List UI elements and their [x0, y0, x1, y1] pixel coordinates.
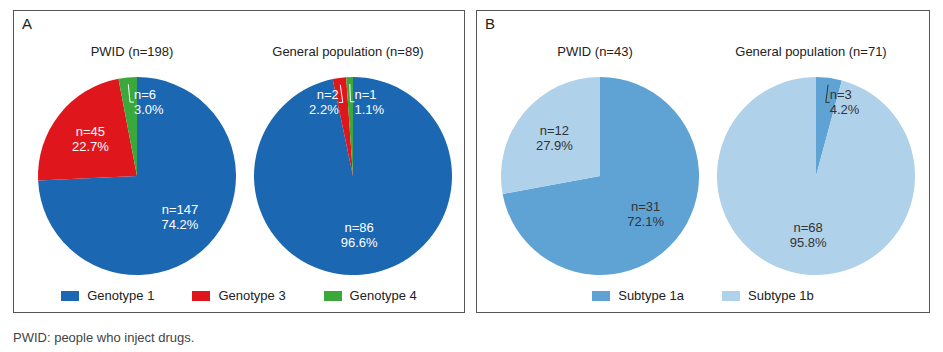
html-text:Genotype 4: Genotype 4	[349, 288, 417, 303]
html-text:A: A	[22, 15, 32, 32]
html-text:Subtype 1a: Subtype 1a	[618, 288, 684, 303]
svg-text:n=1227.9%: n=1227.9%	[536, 123, 573, 153]
svg-text:n=11.1%: n=11.1%	[354, 87, 384, 117]
svg-text:n=3172.1%: n=3172.1%	[627, 199, 664, 229]
html-text:PWID (n=43): PWID (n=43)	[557, 44, 633, 59]
html-text:PWID (n=198): PWID (n=198)	[90, 44, 174, 59]
svg-text:n=22.2%: n=22.2%	[309, 87, 339, 117]
svg-text:n=8696.6%: n=8696.6%	[341, 220, 378, 250]
html-text:Genotype 1: Genotype 1	[87, 288, 155, 303]
html-text:Subtype 1b: Subtype 1b	[748, 288, 814, 303]
html-text:B: B	[485, 15, 495, 32]
html-text:PWID: people who inject drugs.: PWID: people who inject drugs.	[13, 330, 195, 345]
svg-text:n=63.0%: n=63.0%	[134, 87, 164, 117]
html-text:General population (n=71): General population (n=71)	[735, 44, 887, 59]
html-text:General population (n=89): General population (n=89)	[272, 44, 424, 59]
svg-text:n=14774.2%: n=14774.2%	[162, 202, 199, 232]
svg-text:n=6895.8%: n=6895.8%	[790, 220, 827, 250]
html-text:Genotype 3: Genotype 3	[218, 288, 286, 303]
svg-text:n=4522.7%: n=4522.7%	[72, 124, 109, 154]
svg-text:n=34.2%: n=34.2%	[830, 87, 860, 117]
